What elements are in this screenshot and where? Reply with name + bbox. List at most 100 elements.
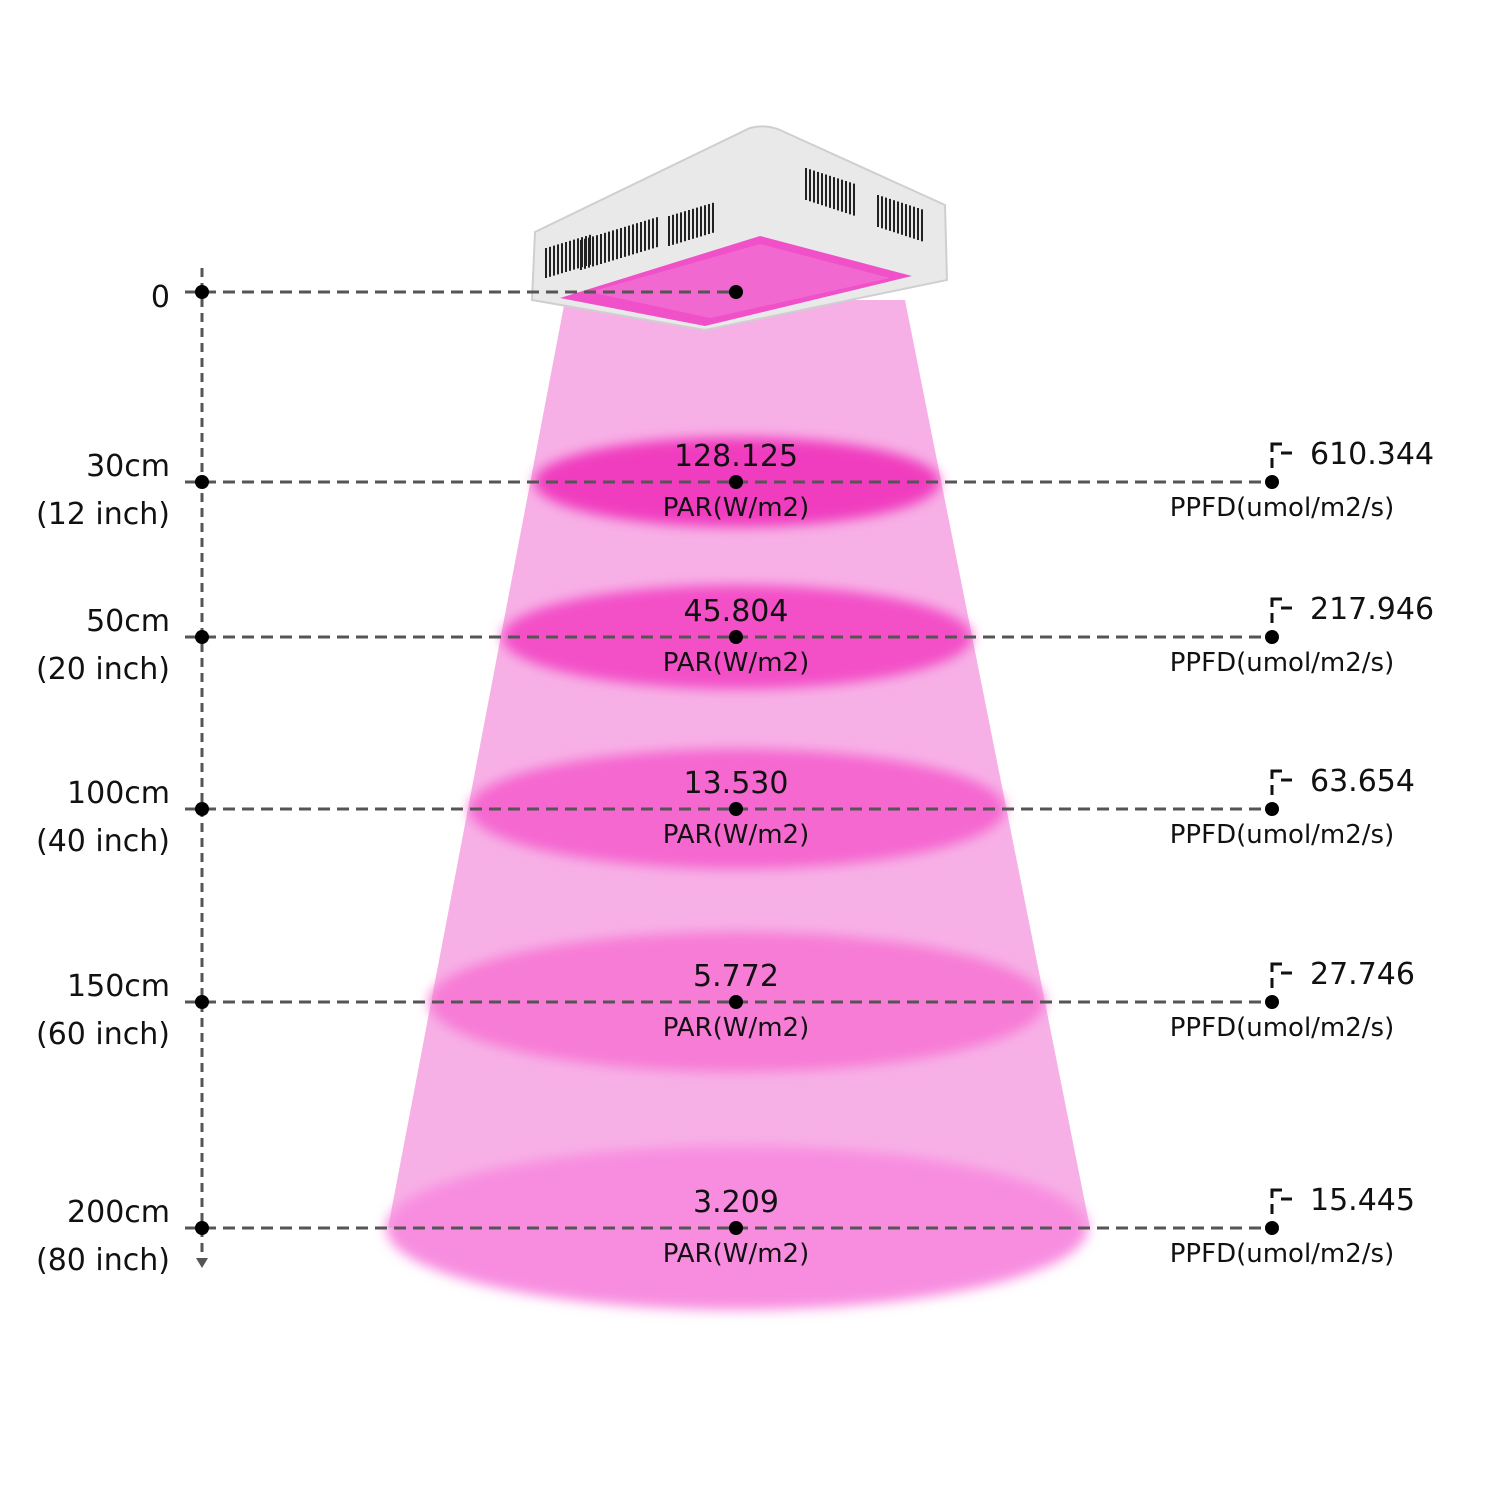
vent-slot: [656, 217, 658, 248]
vent-slot: [652, 218, 654, 249]
vent-slot: [684, 211, 686, 242]
distance-inch: (40 inch): [36, 824, 170, 859]
center-dot: [729, 1221, 743, 1235]
lamp-center-dot: [729, 285, 743, 299]
par-value: 5.772: [693, 959, 779, 994]
ppfd-value: 15.445: [1310, 1183, 1415, 1218]
vent-slot: [917, 208, 919, 240]
distance-cm: 50cm: [86, 604, 170, 639]
vent-slot: [565, 242, 567, 272]
vent-slot: [712, 202, 714, 233]
distance-cm: 30cm: [86, 449, 170, 484]
vent-slot: [596, 235, 598, 266]
vent-slot: [837, 178, 839, 211]
ppfd-unit: PPFD(umol/m2/s): [1170, 493, 1395, 523]
vent-slot: [913, 206, 915, 239]
vent-slot: [877, 195, 879, 227]
center-dot: [729, 995, 743, 1009]
vent-slot: [620, 228, 622, 258]
vent-slot: [708, 204, 710, 234]
par-unit: PAR(W/m2): [663, 820, 810, 850]
center-dot: [729, 475, 743, 489]
ppfd-leader: [1270, 1188, 1282, 1214]
vent-slot: [545, 248, 547, 278]
vent-slot: [600, 234, 602, 264]
par-value: 3.209: [693, 1185, 779, 1220]
vent-slot: [921, 209, 923, 242]
vent-slot: [580, 240, 582, 270]
ppfd-leader: [1270, 769, 1282, 795]
ppfd-leader: [1270, 962, 1282, 988]
par-value: 13.530: [684, 766, 789, 801]
vent-slot: [845, 181, 847, 213]
vent-slot: [809, 169, 811, 202]
vent-slot: [616, 229, 618, 260]
distance-inch: (60 inch): [36, 1017, 170, 1052]
vent-slot: [853, 183, 855, 216]
vent-slot: [833, 177, 835, 210]
vent-slot: [584, 238, 586, 269]
vent-slot: [841, 179, 843, 212]
vent-slot: [668, 216, 670, 246]
vent-slot: [676, 213, 678, 244]
vent-slot: [825, 174, 827, 207]
vent-slot: [588, 237, 590, 268]
ppfd-dot: [1265, 630, 1279, 644]
vent-slot: [640, 222, 642, 252]
vent-slot: [604, 232, 606, 263]
par-value: 45.804: [684, 594, 789, 629]
origin-dot: [195, 285, 209, 299]
ppfd-value: 217.946: [1310, 592, 1434, 627]
axis-dot: [195, 802, 209, 816]
vent-slot: [813, 170, 815, 203]
axis-dot: [195, 995, 209, 1009]
par-unit: PAR(W/m2): [663, 493, 810, 523]
ppfd-dot: [1265, 802, 1279, 816]
ppfd-leader: [1270, 597, 1282, 623]
vent-slot: [561, 243, 563, 274]
distance-cm: 150cm: [67, 969, 170, 1004]
ppfd-value: 27.746: [1310, 957, 1415, 992]
vent-slot: [636, 223, 638, 254]
distance-inch: (20 inch): [36, 652, 170, 687]
vent-slot: [644, 220, 646, 251]
ppfd-unit: PPFD(umol/m2/s): [1170, 820, 1395, 850]
vent-slot: [648, 219, 650, 250]
vent-slot: [557, 244, 559, 275]
vent-slot: [569, 240, 571, 271]
vent-slot: [612, 230, 614, 261]
par-unit: PAR(W/m2): [663, 1239, 810, 1269]
vent-slot: [577, 238, 579, 269]
axis-arrow-icon: [196, 1258, 208, 1268]
distance-inch: (12 inch): [36, 497, 170, 532]
vent-slot: [881, 196, 883, 229]
vent-slot: [805, 168, 807, 200]
vent-slot: [905, 204, 907, 237]
vent-slot: [901, 202, 903, 235]
vent-slot: [885, 197, 887, 230]
vent-slot: [592, 236, 594, 267]
distance-cm: 100cm: [67, 776, 170, 811]
vent-slot: [817, 171, 819, 204]
vent-slot: [909, 205, 911, 238]
vent-slot: [700, 206, 702, 237]
vent-slot: [672, 214, 674, 245]
center-dot: [729, 802, 743, 816]
ppfd-dot: [1265, 995, 1279, 1009]
ppfd-unit: PPFD(umol/m2/s): [1170, 648, 1395, 678]
par-value: 128.125: [674, 439, 798, 474]
ppfd-value: 610.344: [1310, 437, 1434, 472]
vent-slot: [692, 208, 694, 239]
grow-light-lamp: [530, 125, 949, 332]
vent-slot: [608, 231, 610, 262]
vent-slot: [624, 226, 626, 257]
vent-slot: [829, 175, 831, 208]
center-dot: [729, 630, 743, 644]
vent-slot: [893, 200, 895, 233]
distance-cm: 200cm: [67, 1195, 170, 1230]
distance-inch: (80 inch): [36, 1243, 170, 1278]
vent-slot: [628, 225, 630, 256]
vent-slot: [849, 182, 851, 215]
vent-slot: [696, 207, 698, 238]
